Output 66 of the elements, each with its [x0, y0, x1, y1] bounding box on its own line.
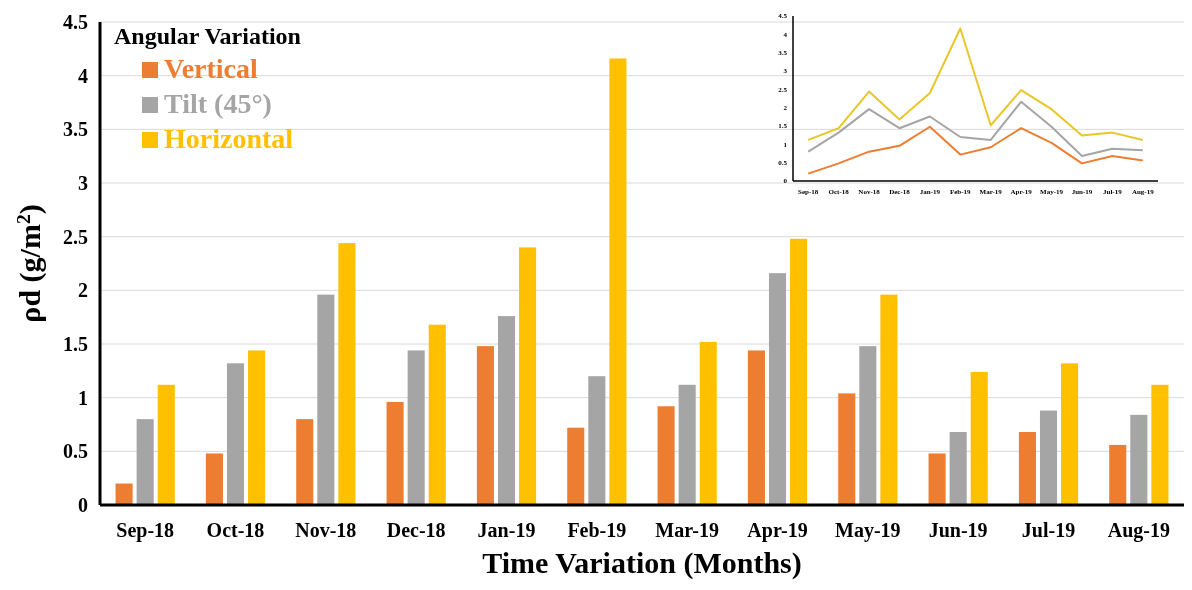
- bar: [588, 376, 606, 505]
- y-tick-label: 4: [78, 64, 88, 87]
- bar: [317, 294, 335, 505]
- x-tick-label: May-19: [835, 519, 901, 542]
- line-series: [807, 125, 1144, 175]
- y-tick-label: 0: [78, 494, 88, 516]
- bar: [838, 393, 856, 505]
- bar: [338, 243, 356, 505]
- y-tick-label: 4.5: [63, 11, 88, 33]
- x-axis-title: Time Variation (Months): [482, 546, 802, 580]
- bar: [136, 419, 154, 505]
- bar: [790, 238, 808, 505]
- line-series: [807, 100, 1144, 158]
- bar: [1018, 432, 1036, 505]
- x-tick-label: Feb-19: [567, 519, 627, 541]
- x-tick-label: Apr-19: [747, 519, 808, 542]
- x-tick-label: Aug-19: [1107, 519, 1170, 542]
- legend-title: Angular Variation: [114, 23, 301, 49]
- bar: [248, 350, 266, 505]
- y-tick-label: 2.5: [63, 225, 88, 248]
- bar: [407, 350, 425, 505]
- x-tick-label: Nov-18: [295, 519, 357, 541]
- bar: [1151, 384, 1169, 505]
- bar: [476, 346, 494, 505]
- y-tick-label: 2: [78, 279, 88, 302]
- bar: [747, 350, 765, 505]
- x-tick-label: Oct-18: [206, 519, 265, 541]
- bar: [1039, 410, 1058, 505]
- legend-label: Horizontal: [164, 123, 294, 154]
- bar: [699, 341, 717, 505]
- bar: [205, 453, 223, 505]
- legend-label: Tilt (45°): [164, 88, 272, 119]
- bar: [428, 324, 446, 505]
- bar: [115, 483, 133, 505]
- bar: [1061, 363, 1079, 505]
- y-tick-label: 3.5: [63, 118, 88, 141]
- bar: [226, 363, 245, 505]
- x-tick-label: Jun-19: [928, 519, 988, 541]
- y-tick-label: 3: [78, 172, 88, 194]
- y-tick-label: 0.5: [63, 440, 88, 463]
- bar: [609, 58, 627, 505]
- bar: [386, 401, 404, 505]
- x-tick-label: Jul-19: [1021, 519, 1076, 541]
- bar: [678, 384, 696, 505]
- bar: [928, 453, 946, 505]
- x-tick-label: Sep-18: [116, 519, 175, 542]
- bar: [949, 432, 967, 505]
- y-tick-label: 1: [78, 386, 88, 409]
- bar: [880, 294, 898, 505]
- bar: [1130, 414, 1148, 505]
- bar: [296, 419, 314, 505]
- x-tick-label: Jan-19: [477, 519, 536, 541]
- line-series: [807, 27, 1144, 141]
- x-tick-label: Dec-18: [386, 519, 446, 541]
- bar: [859, 346, 877, 505]
- x-tick-label: Mar-19: [655, 519, 719, 541]
- bar: [1109, 444, 1127, 505]
- bar: [567, 427, 585, 505]
- bar: [768, 273, 787, 505]
- bar: [519, 247, 537, 505]
- bar: [970, 371, 988, 505]
- bar: [157, 384, 175, 505]
- bar: [497, 316, 516, 505]
- bar: [657, 406, 675, 505]
- y-tick-label: 1.5: [63, 333, 88, 355]
- legend-label: Vertical: [164, 53, 259, 84]
